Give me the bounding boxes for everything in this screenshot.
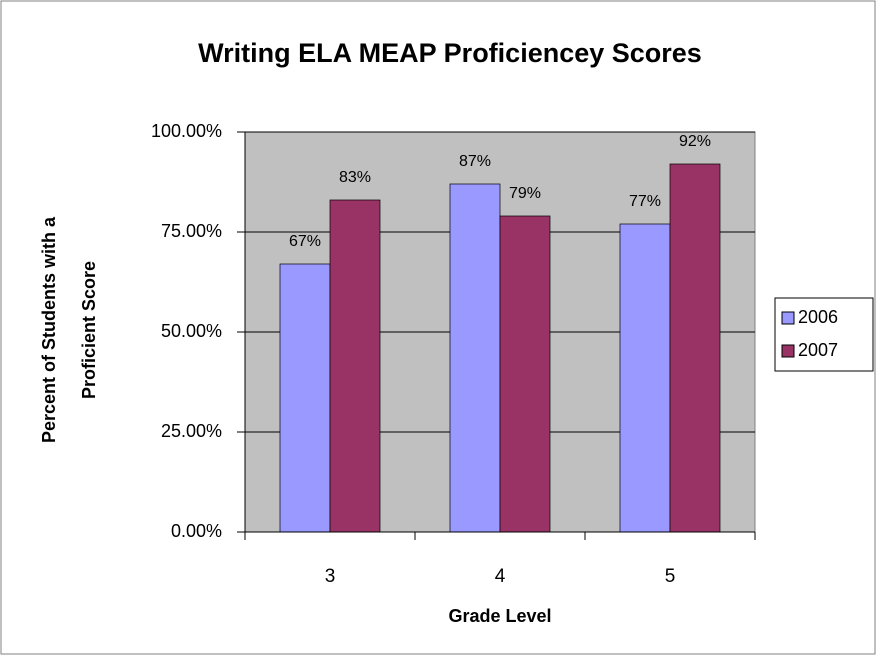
y-tick-label: 100.00% xyxy=(151,121,222,141)
data-label: 87% xyxy=(459,153,491,170)
legend-swatch xyxy=(781,311,795,325)
x-tick-label: 3 xyxy=(325,566,336,587)
chart-title: Writing ELA MEAP Proficiencey Scores xyxy=(198,38,702,68)
x-tick-label: 5 xyxy=(665,566,676,587)
x-axis-label: Grade Level xyxy=(448,606,551,626)
legend-label: 2007 xyxy=(798,340,838,360)
x-tick-label: 4 xyxy=(495,566,506,587)
data-label: 79% xyxy=(509,185,541,202)
y-tick-label: 0.00% xyxy=(171,521,222,541)
bar xyxy=(449,183,501,533)
data-label: 77% xyxy=(629,193,661,210)
y-tick-label: 25.00% xyxy=(161,421,222,441)
bar xyxy=(499,215,551,533)
y-axis-label: Proficient Score xyxy=(79,261,99,399)
data-label: 83% xyxy=(339,169,371,186)
bar xyxy=(669,163,721,533)
bar xyxy=(279,263,331,533)
legend-label: 2006 xyxy=(798,307,838,327)
bar xyxy=(619,223,671,533)
y-axis-label: Percent of Students with a xyxy=(39,216,59,443)
legend-box xyxy=(774,297,874,372)
data-label: 67% xyxy=(289,233,321,250)
legend-swatch xyxy=(781,344,795,358)
data-label: 92% xyxy=(679,133,711,150)
bar xyxy=(329,199,381,533)
y-tick-label: 75.00% xyxy=(161,221,222,241)
y-tick-label: 50.00% xyxy=(161,321,222,341)
